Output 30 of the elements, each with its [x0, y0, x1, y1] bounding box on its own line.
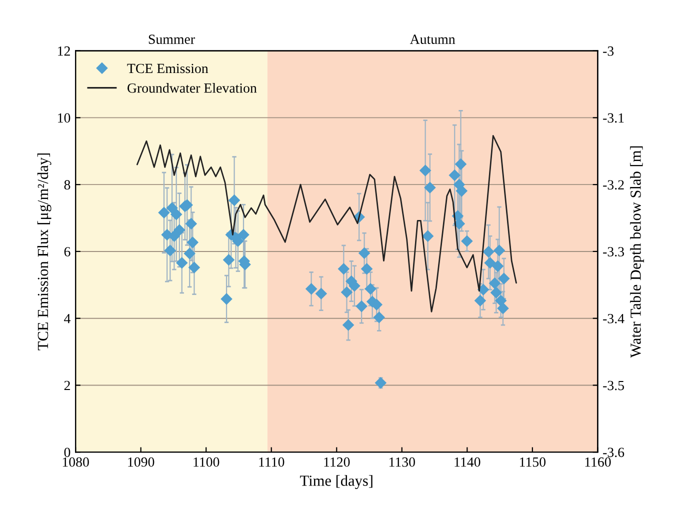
- y2-tick-label: -3.3: [603, 247, 624, 256]
- y2-tick-label: -3.5: [603, 380, 624, 390]
- y-tick-label: 0: [64, 448, 70, 458]
- y2-tick-label: -3.2: [603, 180, 624, 190]
- legend-label: TCE Emission: [127, 64, 208, 74]
- band-label: Autumn: [410, 34, 456, 44]
- y2-axis-title: Water Table Depth below Slab [m]: [630, 146, 644, 358]
- y-tick-label: 6: [64, 247, 70, 256]
- y-axis-title: TCE Emission Flux [μg/m²/day]: [37, 153, 52, 350]
- x-tick-label: 1130: [389, 457, 415, 467]
- legend-label: Groundwater Elevation: [128, 83, 257, 93]
- y2-tick-label: -3: [603, 46, 614, 56]
- y2-tick-label: -3.1: [603, 113, 624, 123]
- y-tick-label: 4: [64, 314, 70, 324]
- x-tick-label: 1090: [128, 457, 154, 467]
- band-label: Summer: [148, 34, 195, 44]
- x-tick-label: 1160: [585, 457, 611, 467]
- y2-tick-label: -3.4: [603, 314, 624, 324]
- x-tick-label: 1080: [62, 457, 89, 467]
- x-tick-label: 1140: [454, 457, 480, 467]
- x-tick-label: 1120: [324, 457, 350, 467]
- y2-tick-label: -3.6: [603, 448, 624, 458]
- y-tick-label: 12: [58, 46, 70, 56]
- y-tick-label: 8: [64, 180, 70, 190]
- x-tick-label: 1150: [520, 457, 546, 467]
- x-axis-title: Time [days]: [300, 475, 372, 490]
- x-tick-label: 1100: [194, 457, 220, 467]
- y-tick-label: 2: [64, 380, 70, 390]
- y-tick-label: 10: [58, 113, 70, 123]
- x-tick-label: 1110: [259, 457, 284, 467]
